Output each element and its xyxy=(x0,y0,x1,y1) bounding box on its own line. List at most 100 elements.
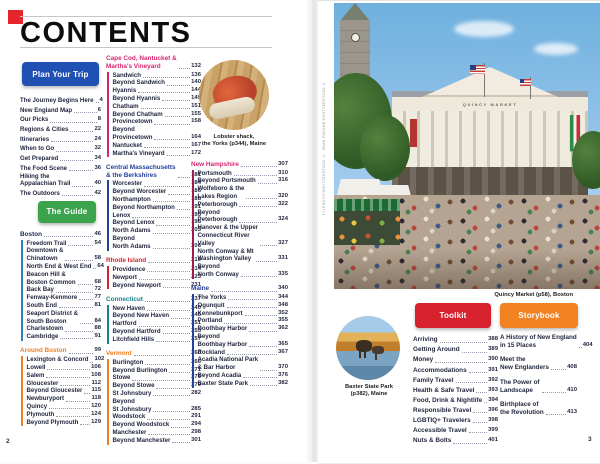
dotted-leader xyxy=(93,268,97,270)
toc-entry-label: Newport xyxy=(112,273,137,281)
us-flag xyxy=(520,79,531,86)
toc-section-maine: Maine 340 The Yorks 344 Ogunquit 348 xyxy=(191,285,288,388)
toc-entry: Stowe 275 xyxy=(113,374,202,382)
toc-entry: New England Map 6 xyxy=(20,105,101,115)
toc-entry: Regions & Cities 22 xyxy=(20,124,101,134)
section-title: Maine xyxy=(191,285,210,293)
toc-entry-label: Hyannis xyxy=(112,87,137,95)
toc-entry-page: 389 xyxy=(488,346,498,353)
toc-entry-page: 186 xyxy=(191,188,201,195)
section-title: Central Massachusetts & the Berkshires xyxy=(106,163,176,179)
toc-section-boston: Boston 46 Freedom Trail 54 Downtown & Ch… xyxy=(20,230,104,341)
toc-entry-page: 294 xyxy=(191,421,201,428)
toc-entry: Beacon Hill & Boston Common 68 xyxy=(27,271,102,287)
toc-entry-label: Acadia National Park & Bar Harbor xyxy=(197,356,259,372)
toc-entry-page: 118 xyxy=(91,395,101,402)
toc-entry-page: 401 xyxy=(488,437,498,444)
cloud xyxy=(534,43,578,55)
toc-entry-label: Back Bay xyxy=(26,286,54,294)
dotted-leader xyxy=(240,166,278,168)
section-items: Sandwich 136 Beyond Sandwich 140 Hyannis xyxy=(107,71,202,158)
dotted-leader xyxy=(56,150,94,152)
toc-entry-page: 376 xyxy=(278,372,288,379)
toc-entry-label: Fenway-Kenmore xyxy=(26,294,78,302)
toc-entry: Northampton 188 xyxy=(113,196,202,204)
toc-entry-label: Lowell xyxy=(26,364,46,372)
toc-entry: Beyond Stowe 279 xyxy=(113,382,202,390)
building-pediment xyxy=(422,67,558,97)
section-title: Boston xyxy=(20,230,43,238)
toc-entry: Beyond St Johnsbury 285 xyxy=(113,398,202,414)
toc-entry: Woodstock 291 xyxy=(113,413,202,421)
toc-entry-label: Gloucester xyxy=(26,379,59,387)
section-items: Burlington 266 Beyond Burlington 271 Sto… xyxy=(107,358,202,445)
lobster-photo xyxy=(199,60,269,130)
toc-entry-page: 246 xyxy=(191,312,201,319)
toc-entry-page: 344 xyxy=(278,294,288,301)
toc-entry: Salem 108 xyxy=(27,372,102,380)
toc-entry: Lexington & Concord 102 xyxy=(26,356,105,364)
toc-entry-page: 54 xyxy=(94,239,101,246)
toc-entry-page: 32 xyxy=(94,145,101,152)
toc-entry: Portland 355 xyxy=(198,317,289,325)
toc-entry-page: 396 xyxy=(488,406,498,413)
toc-entry-label: Lexington & Concord xyxy=(26,356,89,364)
toc-entry-label: Arriving xyxy=(413,336,438,344)
dotted-leader xyxy=(578,347,582,349)
toc-entry: Portsmouth 310 xyxy=(198,170,289,178)
dotted-leader xyxy=(138,325,191,327)
toc-entry-page: 355 xyxy=(278,317,288,324)
toc-entry-page: 271 xyxy=(191,366,201,373)
toc-entry-page: 129 xyxy=(91,418,101,425)
toc-entry-label: Seaport District & South Boston xyxy=(26,309,78,325)
toc-entry-label: Get Prepared xyxy=(20,155,59,163)
toc-column-2: Cape Cod, Nantucket & Martha's Vineyard … xyxy=(106,55,201,451)
toc-entry-label: Accommodations xyxy=(413,366,467,374)
dotted-leader xyxy=(132,216,191,218)
toc-entry-page: 106 xyxy=(91,364,101,371)
toc-entry-page: 8 xyxy=(97,116,101,123)
tree xyxy=(360,115,410,181)
toc-entry: Beyond Provincetown 164 xyxy=(113,126,202,142)
toc-entry: Beyond Burlington 271 xyxy=(113,367,202,375)
dotted-leader xyxy=(468,432,488,434)
toc-entry: Provincetown 158 xyxy=(113,118,202,126)
toc-entry: South End 81 xyxy=(27,302,102,310)
section-heading: Around Boston 99 xyxy=(20,347,101,355)
toc-entry-label: The Food Scene xyxy=(20,164,68,172)
toc-entry-page: 84 xyxy=(94,317,101,324)
dotted-leader xyxy=(95,102,99,104)
dotted-leader xyxy=(153,395,191,397)
toc-entry-label: New England Map xyxy=(20,106,73,114)
dotted-leader xyxy=(50,121,97,123)
toc-entry: Beyond Hartford 255 xyxy=(113,328,202,336)
toc-entry: Fenway-Kenmore 77 xyxy=(27,294,102,302)
dotted-leader xyxy=(162,100,191,102)
dotted-leader xyxy=(154,139,191,141)
toc-entry-label: Food, Drink & Nightlife xyxy=(413,396,483,404)
toc-entry: Beyond Manchester 301 xyxy=(113,437,202,445)
toc-entry-page: 394 xyxy=(488,396,499,403)
dotted-leader xyxy=(44,236,94,238)
toc-entry: Hiking the Appalachian Trail 40 xyxy=(20,173,101,189)
dotted-leader xyxy=(65,330,94,332)
toc-entry-page: 40 xyxy=(94,180,101,187)
section-heading: Central Massachusetts & the Berkshires 1… xyxy=(106,164,201,180)
building-frieze: QUINCY MARKET xyxy=(392,97,588,111)
dotted-leader xyxy=(68,244,94,246)
toc-entry-label: Peterborough xyxy=(197,200,238,208)
toc-entry: Getting Around 389 xyxy=(413,344,498,354)
toc-entry-label: Provincetown xyxy=(112,118,153,126)
toc-entry-label: Beyond Hartford xyxy=(112,328,161,335)
toc-entry: Newburyport 118 xyxy=(27,395,102,403)
toc-entry: Beyond Gloucester 115 xyxy=(27,387,102,395)
toc-entry-label: North End & West End xyxy=(26,262,92,270)
dotted-leader xyxy=(47,369,91,371)
toc-entry-page: 251 xyxy=(191,320,201,327)
dotted-leader xyxy=(233,174,278,176)
toc-entry-label: St Johnsbury xyxy=(112,390,152,398)
toc-entry-label: Responsible Travel xyxy=(413,406,472,414)
toc-entry-label: Beyond Hyannis xyxy=(112,94,161,102)
section-items: The Yorks 344 Ogunquit 348 Kennebunkport xyxy=(192,294,288,388)
toc-entry-label: Beyond Plymouth xyxy=(26,418,79,426)
